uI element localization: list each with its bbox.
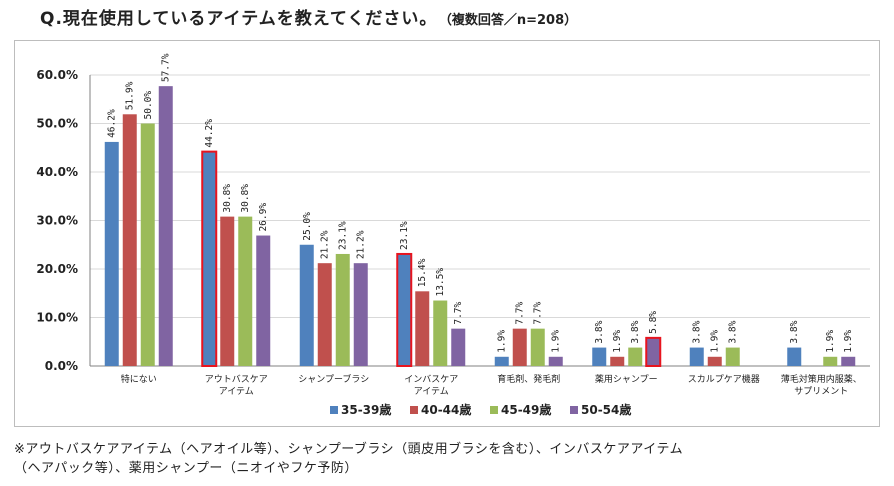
legend-label: 35-39歳 [341,402,391,417]
bar-2 [512,328,527,366]
x-tick-label: 育毛剤、発毛剤 [497,373,560,385]
data-label: 1.9% [825,330,836,353]
bar-4 [353,263,368,366]
data-label: 3.8% [728,320,739,343]
y-tick-label: 0.0% [45,359,78,373]
bar-2 [610,356,625,366]
chart-frame [14,40,880,427]
x-tick-label: インバスケア [404,374,458,385]
data-label: 25.0% [302,212,313,241]
y-tick-label: 30.0% [36,214,78,228]
bar-2 [707,356,722,366]
y-tick-label: 60.0% [36,68,78,82]
bar-2 [122,114,137,366]
bar-1 [104,141,119,366]
bar-4 [645,336,662,367]
data-label: 23.1% [338,221,349,250]
bar-2 [220,216,235,366]
x-tick-label: サプリメント [794,386,848,397]
bar-3 [823,356,838,366]
legend-label: 50-54歳 [581,402,631,417]
bar-3 [530,328,545,366]
y-tick-label: 40.0% [36,165,78,179]
x-tick-label: スカルプケア機器 [688,373,760,385]
data-label: 51.9% [125,81,136,110]
bar-3 [725,347,740,366]
data-label: 26.9% [258,203,269,232]
bar-2 [317,263,332,366]
legend-swatch [410,406,418,414]
data-label: 30.8% [240,184,251,213]
bar-4 [548,356,563,366]
x-tick-label: アイテム [414,386,449,397]
footnote: ※アウトバスケアアイテム（ヘアオイル等）、シャンプーブラシ（頭皮用ブラシを含む）… [14,440,890,478]
y-tick-label: 10.0% [36,311,78,325]
legend-label: 40-44歳 [421,402,471,417]
bar-1 [494,356,509,366]
data-label: 3.8% [789,320,800,343]
bar-1 [201,150,218,367]
data-label: 1.9% [497,330,508,353]
x-tick-label: 薬用シャンプー [595,373,658,385]
response-note: （複数回答／n=208） [445,13,578,28]
data-label: 57.7% [161,53,172,82]
footnote-line-2: （ヘアパック等）、薬用シャンプー（ニオイやフケ予防） [14,461,358,476]
data-label: 23.1% [399,221,410,250]
chart-title: Q.現在使用しているアイテムを教えてください。 （複数回答／n=208） [40,4,577,34]
bar-1 [787,347,802,366]
data-label: 1.9% [551,330,562,353]
bar-3 [238,216,253,366]
bar-chart: 0.0% 10.0% 20.0% 30.0% 40.0% 50.0% 60.0% 46.2% 5… [36,53,870,417]
y-tick-label: 20.0% [36,262,78,276]
bar-4 [256,235,271,366]
data-label: 15.4% [417,258,428,287]
data-label: 1.9% [612,330,623,353]
bar-1 [689,347,704,366]
data-label: 3.8% [594,320,605,343]
data-label: 21.2% [320,230,331,259]
bar-2 [415,291,430,366]
bar-3 [433,300,448,366]
data-label: 13.5% [435,268,446,297]
data-label: 1.9% [843,330,854,353]
x-tick-label: アウトバスケア [205,374,268,385]
data-label: 44.2% [204,119,215,148]
data-label: 3.8% [692,320,703,343]
legend-label: 45-49歳 [501,402,551,417]
legend-swatch [570,406,578,414]
x-tick-label: シャンプーブラシ [298,373,369,385]
legend-swatch [330,406,338,414]
data-label: 1.9% [710,330,721,353]
bar-1 [592,347,607,366]
question-text: Q.現在使用しているアイテムを教えてください。 [40,9,438,29]
data-label: 21.2% [356,230,367,259]
bar-4 [841,356,856,366]
x-tick-label: アイテム [219,386,254,397]
bar-4 [451,328,466,366]
data-label: 7.7% [453,301,464,324]
bar-3 [335,253,350,366]
x-tick-label: 薄毛対策用内服薬、 [781,373,862,385]
data-label: 5.8% [648,311,659,334]
data-label: 7.7% [515,301,526,324]
data-label: 7.7% [533,301,544,324]
bar-3 [628,347,643,366]
y-tick-label: 50.0% [36,117,78,131]
footnote-line-1: ※アウトバスケアアイテム（ヘアオイル等）、シャンプーブラシ（頭皮用ブラシを含む）… [14,442,684,457]
bar-1 [299,244,314,366]
bar-1 [396,252,413,367]
data-label: 30.8% [222,184,233,213]
x-tick-label: 特にない [121,373,157,385]
data-label: 3.8% [630,320,641,343]
bar-3 [140,123,155,366]
legend-swatch [490,406,498,414]
bar-4 [158,86,173,366]
data-label: 50.0% [143,91,154,120]
data-label: 46.2% [107,109,118,138]
